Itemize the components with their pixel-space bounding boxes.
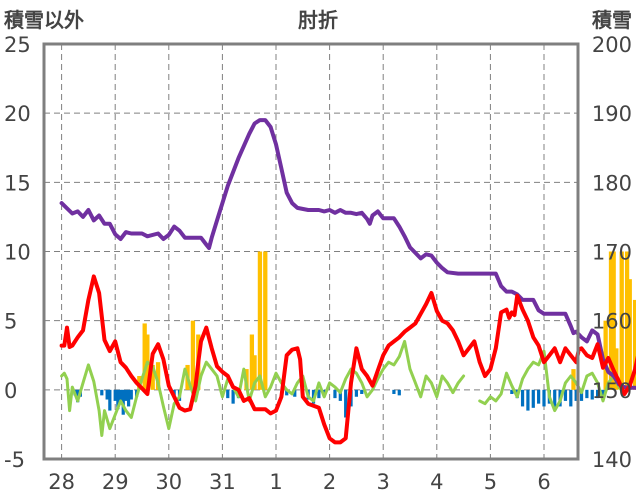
negative_bars-bar (563, 389, 568, 401)
left-axis-ticks: 25 20 15 10 5 0 -5 (4, 33, 31, 472)
bar-layer (73, 251, 636, 418)
negative_bars-bar (574, 389, 578, 401)
right-tick-label: 190 (592, 102, 632, 126)
right-tick-label: 140 (592, 448, 632, 472)
negative_bars-bar (113, 389, 117, 401)
left-tick-label: -5 (4, 448, 25, 472)
precip_bars-bar (624, 251, 630, 390)
negative_bars-bar (537, 389, 541, 404)
snow-depth-line (59, 118, 636, 390)
precip_bars-bar (249, 334, 255, 390)
negative_bars-bar (569, 389, 573, 407)
precip_bars-bar (611, 251, 616, 390)
negative_bars-bar (553, 389, 557, 411)
negative_bars-bar (526, 389, 530, 411)
x-tick-label: 3 (377, 470, 390, 494)
precip_bars-bar (632, 299, 636, 390)
negative_bars-bar (317, 389, 321, 399)
chart-title: 肘折 (298, 8, 338, 32)
precip_bars-bar (619, 251, 624, 390)
precip_bars-bar (150, 364, 155, 390)
other-line-line (60, 339, 466, 437)
precip_bars-bar (142, 323, 147, 390)
x-tick-label: 4 (430, 470, 443, 494)
x-tick-label: 31 (209, 470, 236, 494)
negative_bars-bar (100, 389, 104, 396)
precip_bars-bar (257, 251, 263, 390)
right-tick-label: 150 (592, 379, 632, 403)
negative_bars-bar (579, 389, 584, 401)
negative_bars-bar (585, 389, 589, 399)
negative_bars-bar (360, 389, 364, 394)
precip_bars-bar (263, 251, 268, 390)
precip_bars-bar (603, 320, 608, 390)
negative_bars-bar (108, 389, 112, 411)
negative_bars-bar (118, 389, 123, 403)
x-tick-label: 29 (102, 470, 129, 494)
negative_bars-bar (595, 389, 600, 399)
negative_bars-bar (338, 389, 342, 401)
left-tick-label: 10 (4, 241, 31, 265)
negative_bars-bar (126, 389, 131, 407)
negative_bars-bar (397, 389, 401, 396)
plot-frame (42, 42, 580, 461)
left-axis-label: 積雪以外 (4, 8, 84, 32)
precip_bars-bar (190, 320, 196, 390)
precip_bars-bar (252, 355, 257, 390)
negative_bars-bar (105, 389, 109, 400)
right-tick-label: 160 (592, 310, 632, 334)
x-tick-label: 5 (484, 470, 497, 494)
left-tick-label: 15 (4, 171, 31, 195)
negative_bars-bar (510, 389, 514, 394)
precip_bars-bar (155, 362, 161, 390)
negative_bars-bar (285, 389, 289, 396)
negative_bars-bar (333, 389, 337, 399)
negative_bars-bar (590, 389, 594, 400)
negative_bars-bar (520, 389, 525, 407)
negative_bars-bar (129, 389, 133, 400)
negative_bars-bar (226, 389, 230, 399)
left-tick-label: 20 (4, 102, 31, 126)
negative_bars-bar (354, 389, 359, 397)
right-tick-label: 180 (592, 171, 632, 195)
line-layer (59, 118, 636, 445)
temperature-line (59, 274, 636, 445)
negative_bars-bar (116, 389, 120, 410)
precip_bars-bar (608, 251, 614, 390)
precip_bars-bar (627, 279, 632, 390)
left-tick-label: 25 (4, 33, 31, 57)
left-tick-label: 5 (4, 310, 17, 334)
x-tick-label: 28 (48, 470, 75, 494)
negative_bars-bar (121, 389, 125, 415)
x-tick-label: 6 (537, 470, 550, 494)
x-tick-label: 30 (155, 470, 182, 494)
right-tick-label: 170 (592, 241, 632, 265)
negative_bars-bar (293, 389, 297, 397)
right-axis-ticks: 200 190 180 170 160 150 140 (592, 33, 632, 472)
right-tick-label: 200 (592, 33, 632, 57)
precip_bars-bar (614, 348, 619, 390)
negative_bars-bar (231, 389, 235, 404)
negative_bars-bar (344, 389, 348, 418)
negative_bars-bar (392, 389, 396, 394)
x-axis-ticks: 28 29 30 31 1 2 3 4 5 6 (48, 470, 550, 494)
negative_bars-bar (601, 389, 605, 397)
negative_bars-bar (531, 389, 535, 408)
negative_bars-bar (542, 389, 546, 407)
negative_bars-bar (124, 389, 128, 401)
left-tick-label: 0 (4, 379, 17, 403)
x-tick-label: 2 (323, 470, 336, 494)
x-tick-label: 1 (269, 470, 282, 494)
right-axis-label: 積雪 (592, 8, 632, 32)
